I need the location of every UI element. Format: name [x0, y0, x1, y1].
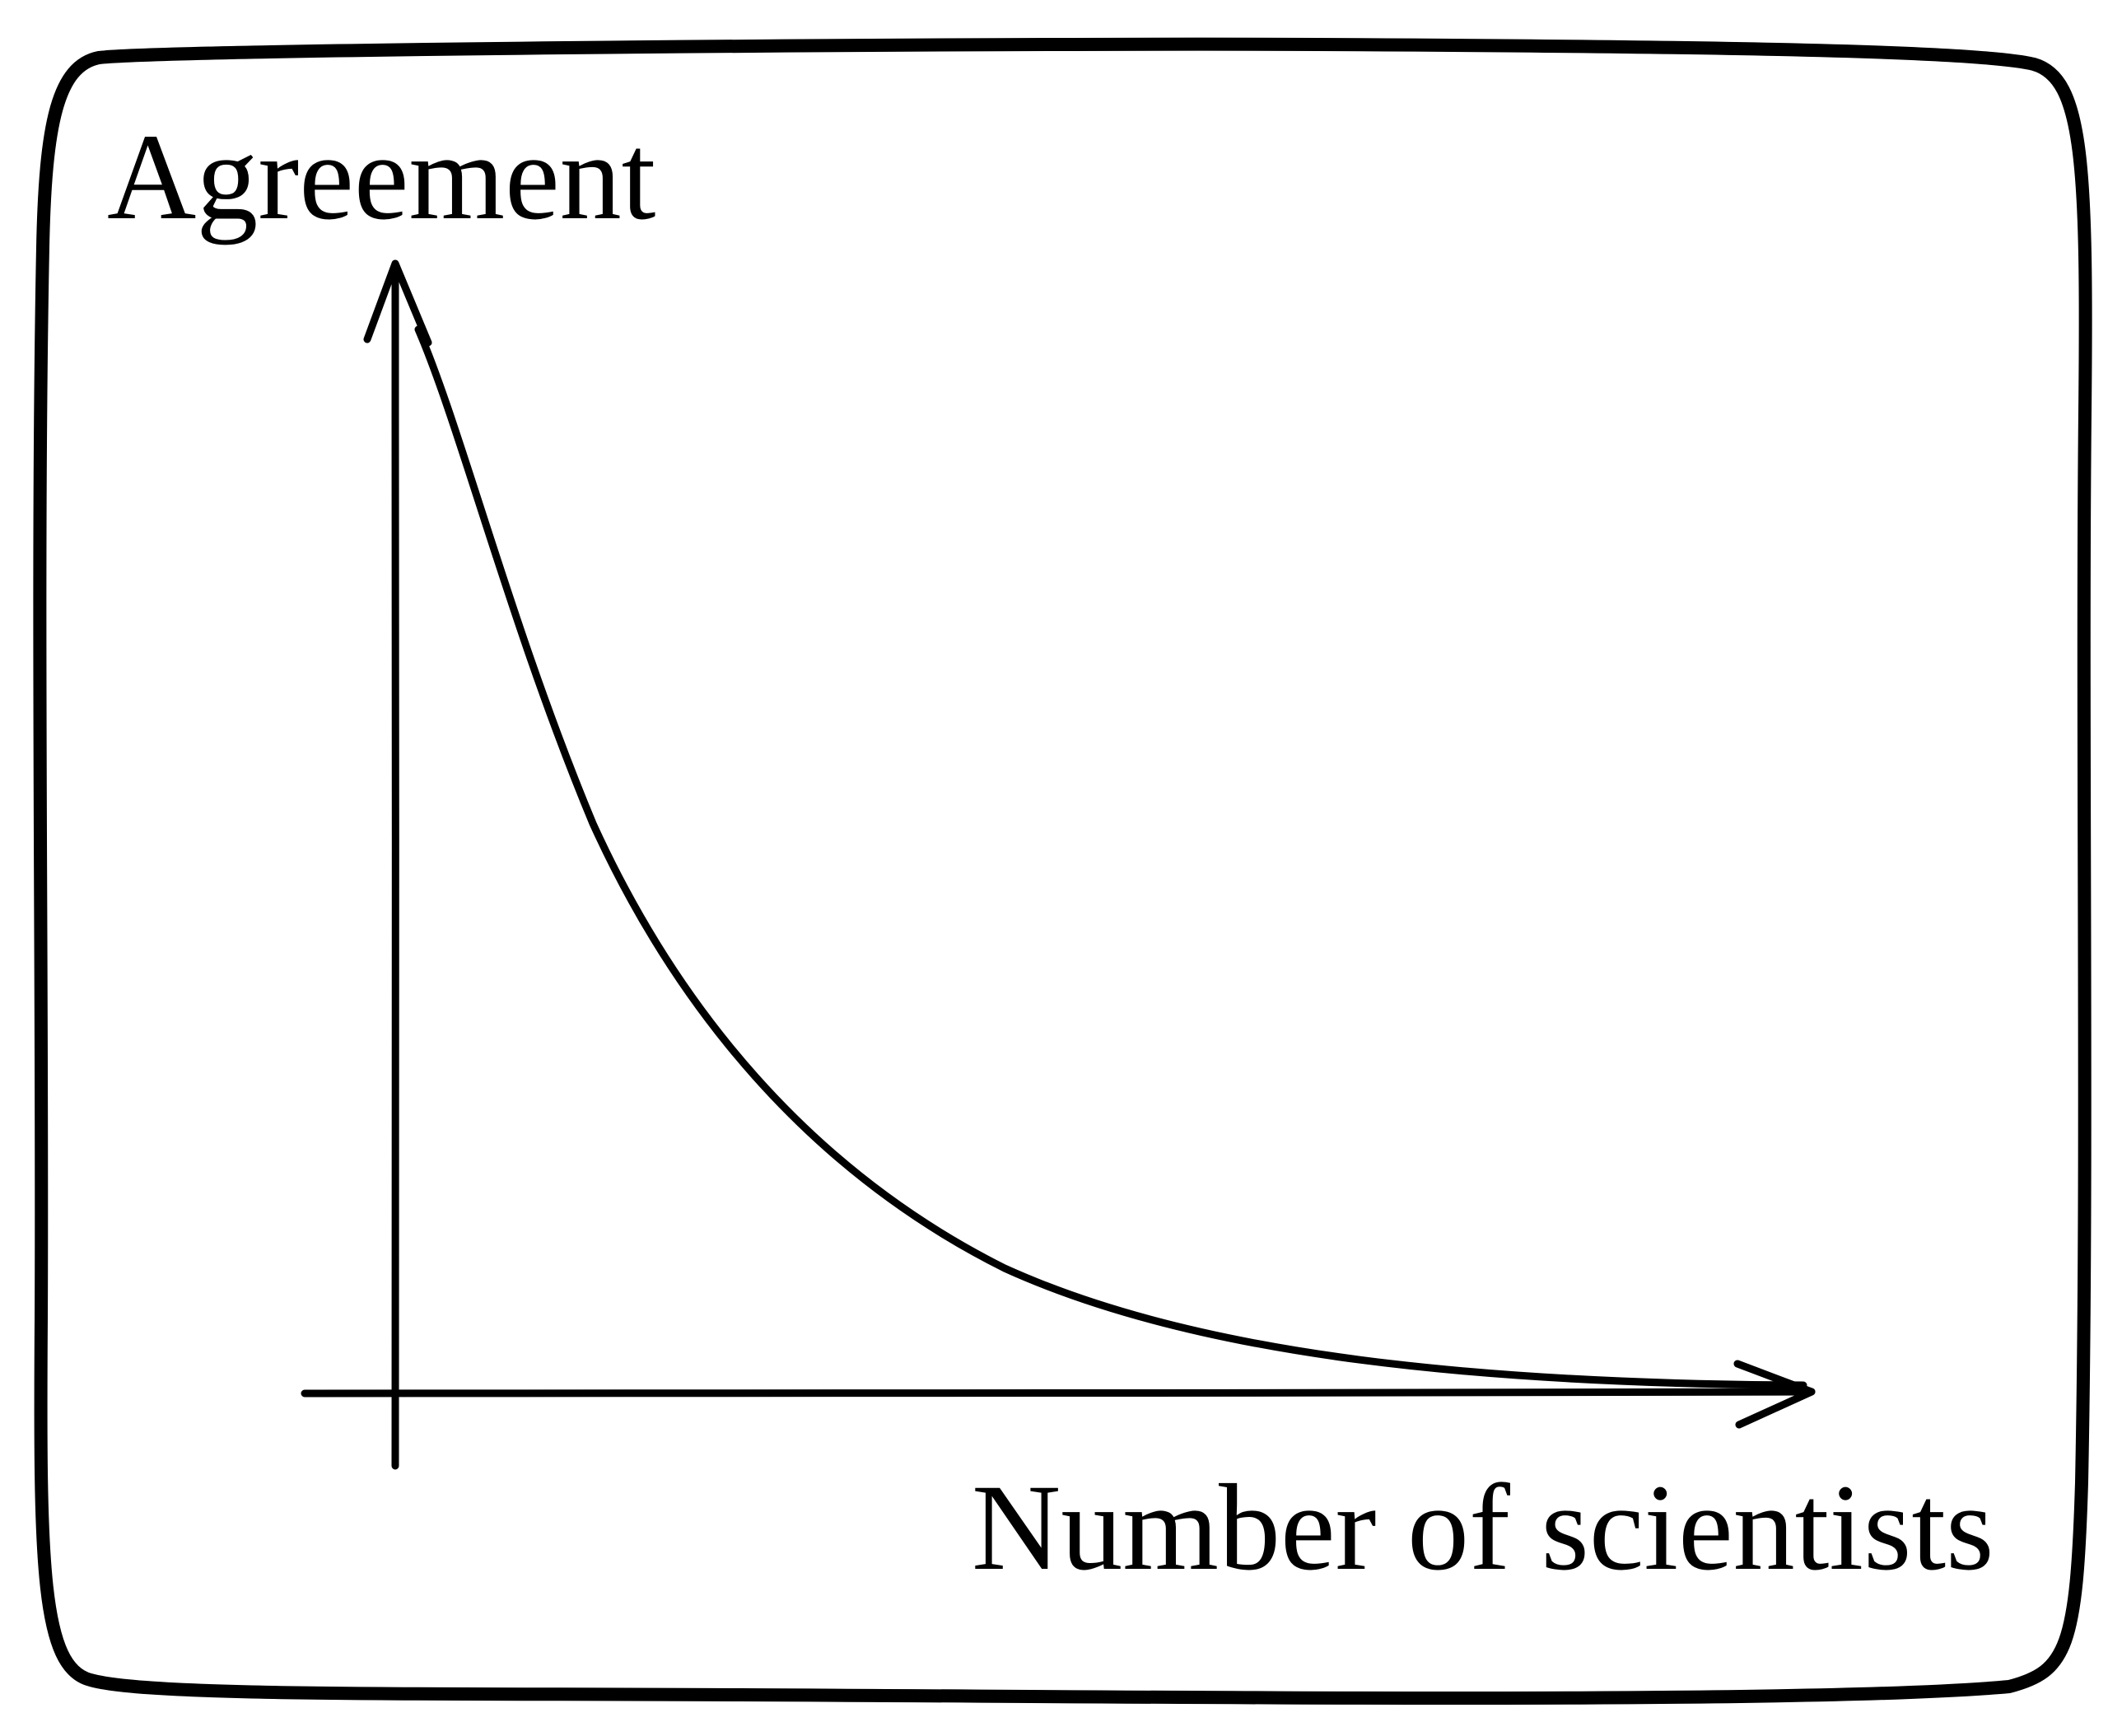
x-axis: [305, 1392, 1812, 1393]
decay-curve: [418, 329, 1803, 1385]
y-axis-label: Agreement: [107, 115, 655, 239]
y-axis: [394, 272, 395, 1466]
x-axis-label: Number of scientists: [972, 1466, 1994, 1589]
chart-canvas: Agreement Number of scientists: [0, 0, 2108, 1736]
frame-border: [40, 44, 2085, 1698]
